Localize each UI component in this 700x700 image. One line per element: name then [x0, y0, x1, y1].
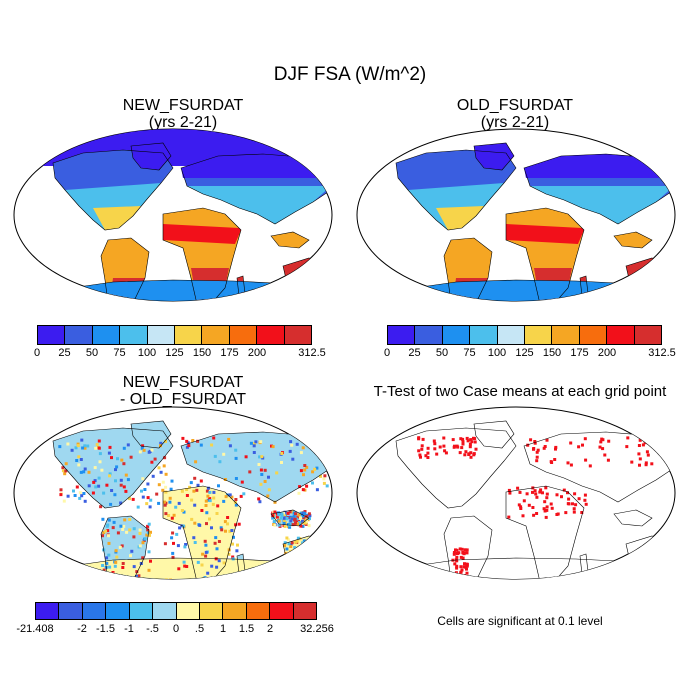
colorbar-difference-swatch — [293, 603, 317, 619]
colorbar-difference-tick-label: 0 — [172, 623, 180, 635]
colorbar-difference-swatch — [59, 603, 83, 619]
panel-4-title-line1: T-Test of two Case means at each grid po… — [373, 383, 667, 400]
colorbar-difference-swatch — [270, 603, 294, 619]
colorbar-difference-swatch — [82, 603, 107, 619]
colorbar-new-labels: 0 25 50 75 100 125 150 175 200 312.5 — [33, 347, 326, 361]
colorbar-swatch — [229, 326, 258, 344]
colorbar-old — [387, 325, 662, 345]
colorbar-swatch — [634, 326, 662, 344]
colorbar-difference-swatch — [106, 603, 130, 619]
colorbar-swatch — [442, 326, 471, 344]
colorbar-difference-tick-label: -1.5 — [96, 623, 115, 635]
colorbar-swatch — [175, 326, 203, 344]
colorbar-swatch — [497, 326, 526, 344]
colorbar-difference-swatch — [36, 603, 60, 619]
colorbar-difference-swatch — [223, 603, 247, 619]
colorbar-difference-swatch — [246, 603, 271, 619]
panel-3-title-line2: - OLD_FSURDAT — [120, 391, 246, 408]
colorbar-tick-label: 0 — [383, 347, 391, 359]
colorbar-tick-label: 75 — [463, 347, 476, 359]
significance-note: Cells are significant at 0.1 level — [437, 614, 603, 628]
colorbar-difference-tick-label: -.5 — [146, 623, 159, 635]
colorbar-swatch — [284, 326, 312, 344]
colorbar-tick-label: 25 — [58, 347, 71, 359]
colorbar-difference-swatch — [153, 603, 177, 619]
colorbar-difference-labels: -21.408 -2 -1.5 -1 -.5 0 .5 1 1.5 2 32.256 — [16, 623, 333, 637]
colorbar-difference-tick-label: -1 — [124, 623, 134, 635]
map-new-fsurdat — [13, 128, 333, 302]
colorbar-swatch — [65, 326, 93, 344]
colorbar-tick-label: 312.5 — [298, 347, 326, 359]
colorbar-difference-tick-label: 2 — [266, 623, 274, 635]
panel-4-title: T-Test of two Case means at each grid po… — [340, 383, 700, 400]
colorbar-tick-label: 125 — [515, 347, 534, 359]
panel-1-title: NEW_FSURDAT (yrs 2-21) — [18, 97, 348, 131]
colorbar-difference-tick-label: -2 — [77, 623, 87, 635]
colorbar-tick-label: 100 — [137, 347, 157, 359]
map-old-fsurdat — [356, 128, 676, 302]
colorbar-tick-label: 125 — [165, 347, 184, 359]
colorbar-difference-tick-label: 1 — [219, 623, 227, 635]
colorbar-difference-tick-label: .5 — [194, 623, 205, 635]
colorbar-tick-label: 75 — [113, 347, 126, 359]
colorbar-swatch — [92, 326, 121, 344]
figure-title: DJF FSA (W/m^2) — [273, 64, 427, 85]
colorbar-tick-label: 312.5 — [648, 347, 676, 359]
colorbar-tick-label: 50 — [85, 347, 99, 359]
colorbar-tick-label: 100 — [487, 347, 507, 359]
colorbar-swatch — [147, 326, 176, 344]
panel-3-title-line1: NEW_FSURDAT — [122, 374, 244, 391]
colorbar-tick-label: 50 — [435, 347, 449, 359]
colorbar-swatch — [552, 326, 580, 344]
colorbar-swatch — [120, 326, 148, 344]
colorbar-difference-tick-label: -21.408 — [16, 623, 54, 635]
panel-2-title-line2: (yrs 2-21) — [480, 114, 550, 131]
colorbar-difference-swatch — [199, 603, 224, 619]
colorbar-tick-label: 175 — [220, 347, 239, 359]
colorbar-tick-label: 175 — [570, 347, 589, 359]
colorbar-tick-label: 0 — [33, 347, 41, 359]
colorbar-difference — [35, 602, 317, 620]
colorbar-difference-swatch — [129, 603, 154, 619]
colorbar-swatch — [257, 326, 285, 344]
colorbar-swatch — [38, 326, 66, 344]
colorbar-tick-label: 25 — [408, 347, 421, 359]
colorbar-difference-tick-label: 32.256 — [300, 623, 334, 635]
panel-2-title: OLD_FSURDAT (yrs 2-21) — [350, 97, 680, 131]
colorbar-tick-label: 200 — [597, 347, 617, 359]
colorbar-swatch — [607, 326, 635, 344]
colorbar-new — [37, 325, 312, 345]
colorbar-tick-label: 150 — [192, 347, 212, 359]
panel-3-title: NEW_FSURDAT - OLD_FSURDAT — [18, 374, 348, 408]
colorbar-difference-tick-label: 1.5 — [238, 623, 255, 635]
panel-2-title-line1: OLD_FSURDAT — [456, 97, 574, 114]
colorbar-swatch — [470, 326, 498, 344]
panel-1-title-line2: (yrs 2-21) — [148, 114, 218, 131]
colorbar-swatch — [525, 326, 553, 344]
colorbar-tick-label: 200 — [247, 347, 267, 359]
map-difference — [13, 406, 333, 580]
panel-1-title-line1: NEW_FSURDAT — [122, 97, 244, 114]
colorbar-tick-label: 150 — [542, 347, 562, 359]
colorbar-swatch — [202, 326, 230, 344]
colorbar-old-labels: 0 25 50 75 100 125 150 175 200 312.5 — [383, 347, 676, 361]
colorbar-swatch — [579, 326, 608, 344]
colorbar-swatch — [388, 326, 416, 344]
map-ttest — [356, 406, 676, 580]
colorbar-swatch — [415, 326, 443, 344]
colorbar-difference-swatch — [176, 603, 200, 619]
